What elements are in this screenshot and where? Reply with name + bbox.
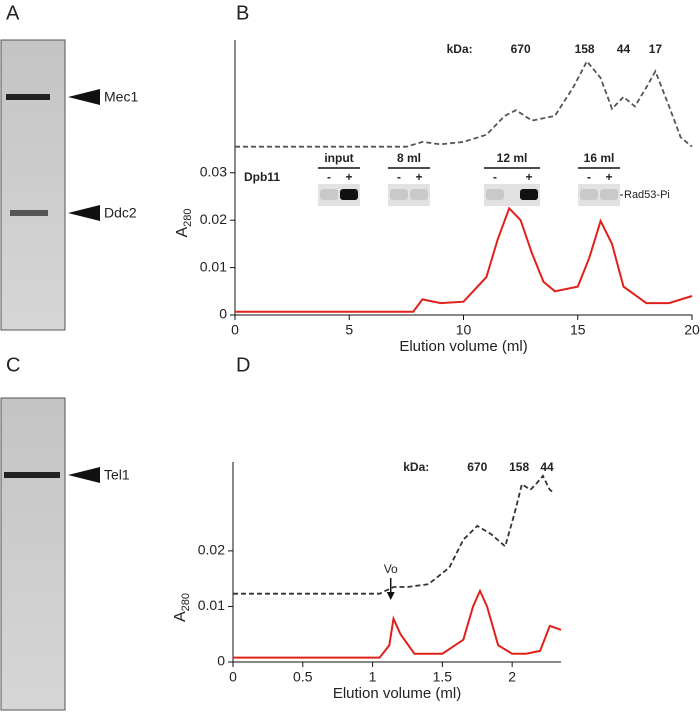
arrowhead — [68, 89, 100, 105]
y-label-main: A — [174, 227, 191, 238]
blot-lane-label: 12 ml — [497, 151, 528, 165]
band-label: Tel1 — [104, 467, 130, 483]
marker-value: 158 — [575, 42, 595, 56]
y-tick-label: 0 — [217, 653, 225, 669]
y-label-sub: 280 — [182, 208, 194, 226]
marker-value: 670 — [511, 42, 531, 56]
y-axis-label: A280 — [174, 208, 194, 237]
series-line — [233, 588, 562, 659]
annotation: Vo — [384, 562, 398, 576]
x-tick-label: 0.5 — [293, 669, 313, 685]
x-tick-label: 0 — [231, 322, 239, 338]
blot-sign: - — [493, 170, 497, 184]
panel-label: C — [6, 354, 20, 376]
y-label-main: A — [172, 611, 189, 622]
blot-band — [320, 189, 338, 200]
y-tick-label: 0.01 — [200, 258, 227, 274]
blot-band — [600, 189, 618, 200]
blot-sign: - — [327, 170, 331, 184]
arrowhead — [68, 205, 100, 221]
x-axis-label: Elution volume (ml) — [399, 338, 527, 355]
blot-band — [410, 189, 428, 200]
x-axis-label: Elution volume (ml) — [333, 685, 461, 702]
gel-band — [4, 472, 60, 478]
blot-band — [580, 189, 598, 200]
series-line — [233, 474, 555, 595]
x-tick-label: 0 — [229, 669, 237, 685]
blot-lane-label: 16 ml — [584, 151, 615, 165]
blot-sign: + — [345, 170, 352, 184]
marker-label: kDa: — [447, 42, 473, 56]
y-axis-label: A280 — [172, 593, 192, 622]
blot-sign: + — [525, 170, 532, 184]
gel — [0, 39, 66, 331]
blot-band — [486, 189, 504, 200]
x-tick-label: 1.5 — [433, 669, 453, 685]
blot-lane-label: 8 ml — [397, 151, 421, 165]
blot-lane-label: input — [324, 151, 353, 165]
blot-row-label: Dpb11 — [244, 170, 280, 184]
gel-band — [6, 94, 50, 100]
blot-sign: + — [605, 170, 612, 184]
panel-label: D — [236, 354, 250, 376]
gel — [0, 397, 66, 711]
x-tick-label: 10 — [456, 322, 472, 338]
blot-band-label: Rad53-Pi — [624, 189, 670, 201]
blot-band — [340, 189, 358, 200]
marker-value: 158 — [509, 460, 529, 474]
x-tick-label: 2 — [508, 669, 516, 685]
blot-band — [390, 189, 408, 200]
series-line — [235, 59, 693, 148]
band-label: Ddc2 — [104, 205, 137, 221]
marker-value: 44 — [617, 42, 631, 56]
x-tick-label: 1 — [369, 669, 377, 685]
x-tick-label: 5 — [345, 322, 353, 338]
blot-sign: - — [587, 170, 591, 184]
y-label-sub: 280 — [180, 593, 192, 611]
y-tick-label: 0.01 — [198, 597, 225, 613]
blot-sign: + — [415, 170, 422, 184]
marker-value: 670 — [467, 460, 487, 474]
arrowhead — [386, 592, 395, 600]
panel-label: B — [236, 2, 249, 24]
y-tick-label: 0 — [219, 306, 227, 322]
blot-band — [520, 189, 538, 200]
panel-label: A — [6, 2, 20, 24]
y-tick-label: 0.02 — [200, 211, 227, 227]
y-tick-label: 0.02 — [198, 542, 225, 558]
arrowhead — [68, 467, 100, 483]
gel-band — [10, 210, 48, 216]
y-tick-label: 0.03 — [200, 163, 227, 179]
band-label: Mec1 — [104, 89, 138, 105]
series-line — [235, 206, 693, 313]
x-tick-label: 20 — [684, 322, 700, 338]
x-tick-label: 15 — [570, 322, 586, 338]
marker-value: 17 — [649, 42, 663, 56]
blot-sign: - — [397, 170, 401, 184]
marker-label: kDa: — [403, 460, 429, 474]
marker-value: 44 — [540, 460, 554, 474]
